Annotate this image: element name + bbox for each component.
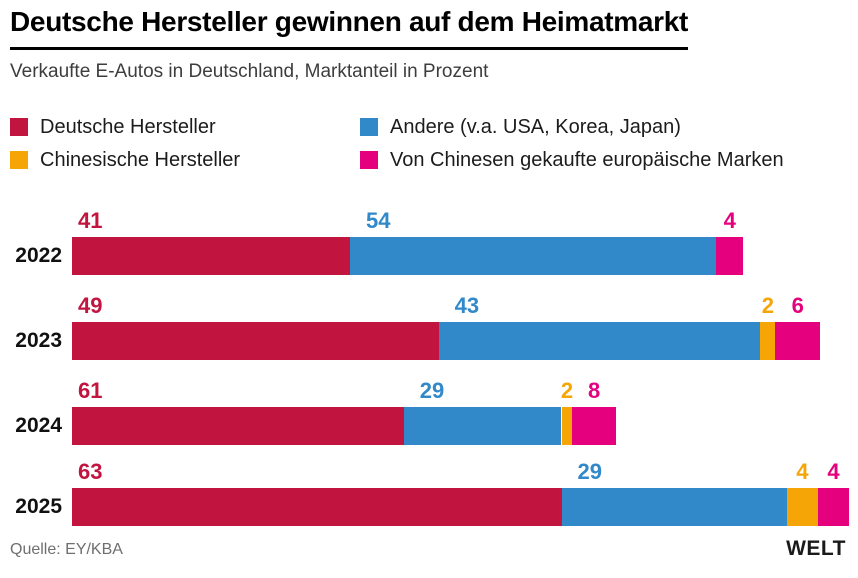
value-label-2025-deutsche-hersteller: 63 bbox=[78, 459, 103, 484]
legend-swatch-andere-v-a-usa-korea-japan bbox=[360, 118, 378, 136]
value-label-2024-chinesische-hersteller: 2 bbox=[560, 378, 574, 403]
bar-segment-2024-deutsche-hersteller bbox=[72, 407, 404, 445]
legend-swatch-von-chinesen-gekaufte-europ-ische-marken bbox=[360, 151, 378, 169]
value-label-2022-andere-v-a-usa-korea-japan: 54 bbox=[366, 208, 391, 233]
bar-segment-2023-andere-v-a-usa-korea-japan bbox=[438, 322, 761, 360]
year-label-2023: 2023 bbox=[15, 329, 62, 352]
value-label-2024-deutsche-hersteller: 61 bbox=[78, 378, 103, 403]
page-title: Deutsche Hersteller gewinnen auf dem Hei… bbox=[10, 6, 688, 50]
bar-segment-2022-andere-v-a-usa-korea-japan bbox=[350, 237, 717, 275]
legend-item-deutsche-hersteller: Deutsche Hersteller bbox=[10, 115, 216, 138]
value-label-2024-andere-v-a-usa-korea-japan: 29 bbox=[419, 378, 445, 403]
value-label-2025-von-chinesen-gekaufte-europ-ische-marken: 4 bbox=[827, 459, 840, 484]
value-label-2023-deutsche-hersteller: 49 bbox=[78, 293, 103, 318]
bar-segment-2025-andere-v-a-usa-korea-japan bbox=[561, 488, 787, 526]
legend-label: Deutsche Hersteller bbox=[40, 115, 216, 138]
legend-item-von-chinesen-gekaufte-europ-ische-marken: Von Chinesen gekaufte europäische Marken bbox=[360, 148, 784, 171]
legend-swatch-chinesische-hersteller bbox=[10, 151, 28, 169]
bar-segment-2022-deutsche-hersteller bbox=[72, 237, 351, 275]
bar-segment-2025-chinesische-hersteller bbox=[786, 488, 818, 526]
value-label-2022-deutsche-hersteller: 41 bbox=[78, 208, 103, 233]
bar-segment-2024-chinesische-hersteller bbox=[561, 407, 573, 445]
legend-item-andere-v-a-usa-korea-japan: Andere (v.a. USA, Korea, Japan) bbox=[360, 115, 681, 138]
bar-segment-2024-von-chinesen-gekaufte-europ-ische-marken bbox=[572, 407, 616, 445]
source-note: Quelle: EY/KBA bbox=[10, 541, 123, 558]
bar-segment-2023-von-chinesen-gekaufte-europ-ische-marken bbox=[775, 322, 821, 360]
bar-segment-2025-von-chinesen-gekaufte-europ-ische-marken bbox=[817, 488, 849, 526]
year-label-2022: 2022 bbox=[15, 244, 62, 267]
legend-swatch-deutsche-hersteller bbox=[10, 118, 28, 136]
subtitle: Verkaufte E-Autos in Deutschland, Markta… bbox=[10, 61, 489, 82]
bar-segment-2023-chinesische-hersteller bbox=[760, 322, 776, 360]
legend-label: Andere (v.a. USA, Korea, Japan) bbox=[390, 115, 681, 138]
value-label-2024-von-chinesen-gekaufte-europ-ische-marken: 8 bbox=[588, 378, 601, 403]
value-label-2023-chinesische-hersteller: 2 bbox=[761, 293, 774, 318]
legend-item-chinesische-hersteller: Chinesische Hersteller bbox=[10, 148, 241, 171]
value-label-2025-andere-v-a-usa-korea-japan: 29 bbox=[577, 459, 602, 484]
bar-segment-2024-andere-v-a-usa-korea-japan bbox=[403, 407, 562, 445]
legend-label: Von Chinesen gekaufte europäische Marken bbox=[390, 148, 784, 171]
value-label-2023-von-chinesen-gekaufte-europ-ische-marken: 6 bbox=[791, 293, 804, 318]
year-label-2024: 2024 bbox=[15, 414, 62, 437]
value-label-2025-chinesische-hersteller: 4 bbox=[796, 459, 809, 484]
bar-segment-2023-deutsche-hersteller bbox=[72, 322, 439, 360]
welt-logo: WELT bbox=[786, 537, 846, 560]
value-label-2023-andere-v-a-usa-korea-japan: 43 bbox=[454, 293, 480, 318]
bar-segment-2022-von-chinesen-gekaufte-europ-ische-marken bbox=[716, 237, 744, 275]
legend-label: Chinesische Hersteller bbox=[40, 148, 241, 171]
bar-segment-2025-deutsche-hersteller bbox=[72, 488, 562, 526]
value-label-2022-von-chinesen-gekaufte-europ-ische-marken: 4 bbox=[723, 208, 736, 233]
year-label-2025: 2025 bbox=[15, 495, 62, 518]
